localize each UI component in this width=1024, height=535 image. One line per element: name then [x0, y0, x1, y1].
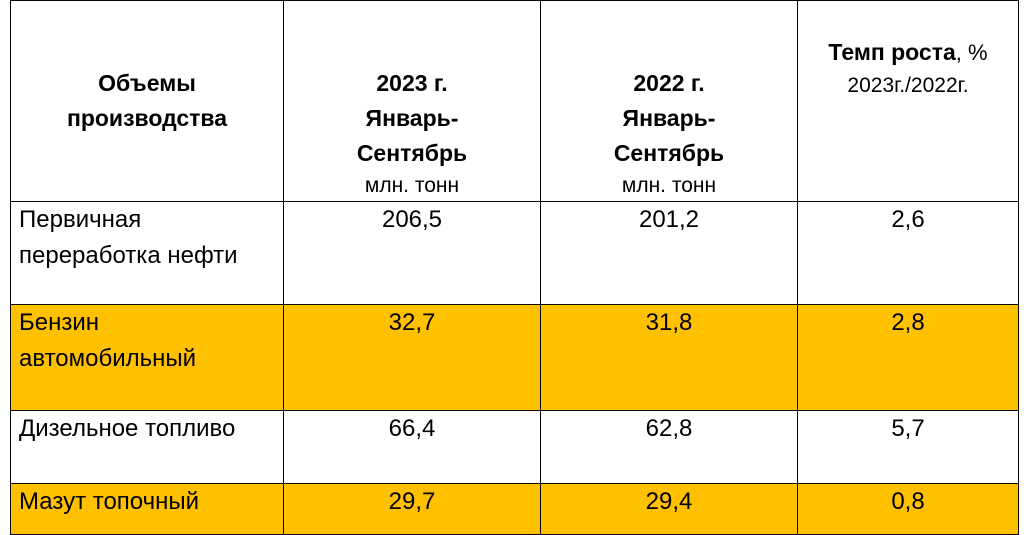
row-label: Мазут топочный — [10, 483, 284, 535]
value-cell: 5,7 — [797, 410, 1019, 484]
value-cell: 31,8 — [540, 304, 798, 411]
header-text: 2022 г. Январь-Сентябрь — [613, 70, 725, 166]
header-cell: 2022 г. Январь-Сентябрь млн. тонн — [540, 0, 798, 202]
table-row: Мазут топочный 29,7 29,4 0,8 — [10, 483, 1019, 535]
value-cell: 206,5 — [283, 201, 541, 305]
table-row: Бензин автомобильный 32,7 31,8 2,8 — [10, 304, 1019, 411]
value-cell: 62,8 — [540, 410, 798, 484]
value-cell: 2,8 — [797, 304, 1019, 411]
value-cell: 32,7 — [283, 304, 541, 411]
header-text: Объемы производства — [66, 70, 228, 131]
value-cell: 29,7 — [283, 483, 541, 535]
table-row: Дизельное топливо 66,4 62,8 5,7 — [10, 410, 1019, 484]
value-cell: 66,4 — [283, 410, 541, 484]
row-label: Бензин автомобильный — [10, 304, 284, 411]
row-label: Дизельное топливо — [10, 410, 284, 484]
data-table: Объемы производства 2023 г. Январь-Сентя… — [10, 0, 1019, 535]
header-cell: Объемы производства — [10, 0, 284, 202]
value-cell: 29,4 — [540, 483, 798, 535]
value-cell: 0,8 — [797, 483, 1019, 535]
header-suffix: , % — [955, 40, 988, 65]
header-text: Темп роста — [828, 39, 956, 65]
header-cell: 2023 г. Январь-Сентябрь млн. тонн — [283, 0, 541, 202]
value-cell: 201,2 — [540, 201, 798, 305]
header-cell: Темп роста, % 2023г./2022г. — [797, 0, 1019, 202]
header-unit: млн. тонн — [621, 174, 717, 197]
header-unit: млн. тонн — [364, 174, 460, 197]
header-text: 2023 г. Январь-Сентябрь — [356, 70, 468, 166]
row-label: Первичная переработка нефти — [10, 201, 284, 305]
header-row: Объемы производства 2023 г. Январь-Сентя… — [10, 0, 1019, 202]
page: Объемы производства 2023 г. Январь-Сентя… — [10, 0, 1019, 535]
header-unit: 2023г./2022г. — [847, 74, 969, 97]
table-row: Первичная переработка нефти 206,5 201,2 2,6 — [10, 201, 1019, 305]
value-cell: 2,6 — [797, 201, 1019, 305]
